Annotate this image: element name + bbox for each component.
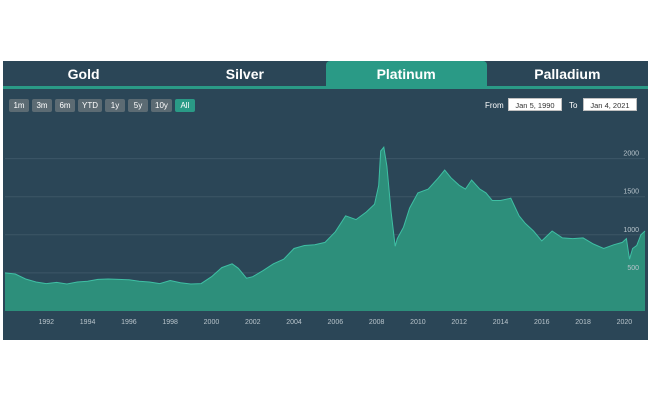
- x-tick-label: 2018: [575, 319, 591, 326]
- tab-gold[interactable]: Gold: [67, 65, 100, 82]
- x-tick-label: 2012: [451, 319, 467, 326]
- range-button-ytd[interactable]: YTD: [78, 99, 102, 112]
- from-date-input[interactable]: Jan 5, 1990: [508, 98, 562, 111]
- price-line: [4, 146, 646, 285]
- price-area-fill: [5, 147, 645, 311]
- x-tick-label: 2020: [617, 319, 633, 326]
- x-tick-label: 2002: [245, 319, 261, 326]
- range-button-1y[interactable]: 1y: [105, 99, 125, 112]
- tab-silver[interactable]: Silver: [225, 65, 264, 82]
- range-selector: 1m 3m 6m YTD 1y 5y 10y All: [9, 99, 195, 112]
- x-tick-label: 2006: [328, 319, 344, 326]
- range-button-all[interactable]: All: [174, 99, 195, 112]
- x-tick-label: 1996: [121, 319, 137, 326]
- range-button-6m[interactable]: 6m: [55, 99, 75, 112]
- x-tick-label: 1994: [80, 319, 96, 326]
- to-label: To: [569, 101, 578, 110]
- range-button-1m[interactable]: 1m: [9, 99, 29, 112]
- range-button-3m[interactable]: 3m: [32, 99, 52, 112]
- y-tick-label: 500: [627, 265, 639, 272]
- y-tick-label: 2000: [623, 151, 639, 158]
- x-tick-label: 2010: [410, 319, 426, 326]
- x-tick-label: 2014: [493, 319, 509, 326]
- price-area-chart: 1992 1994 1996 1998 2000 2002 2004 2006 2008 2010…: [4, 146, 646, 326]
- to-date-input[interactable]: Jan 4, 2021: [583, 98, 637, 111]
- x-tick-label: 2016: [534, 319, 550, 326]
- tab-palladium[interactable]: Palladium: [534, 65, 601, 82]
- price-chart-panel: Gold Silver Platinum Palladium 1m 3m 6m …: [3, 61, 648, 340]
- y-tick-label: 1000: [623, 227, 639, 234]
- tab-platinum[interactable]: Platinum: [325, 61, 487, 86]
- x-tick-label: 2000: [204, 319, 220, 326]
- from-label: From: [485, 101, 504, 110]
- metal-tabs: Gold Silver Platinum Palladium: [3, 61, 648, 86]
- tab-underline: [3, 86, 648, 89]
- range-button-5y[interactable]: 5y: [128, 99, 148, 112]
- range-button-10y[interactable]: 10y: [151, 99, 172, 112]
- x-tick-label: 1992: [39, 319, 55, 326]
- x-tick-label: 2008: [369, 319, 385, 326]
- y-tick-label: 1500: [623, 189, 639, 196]
- x-tick-label: 2004: [286, 319, 302, 326]
- x-tick-label: 1998: [162, 319, 178, 326]
